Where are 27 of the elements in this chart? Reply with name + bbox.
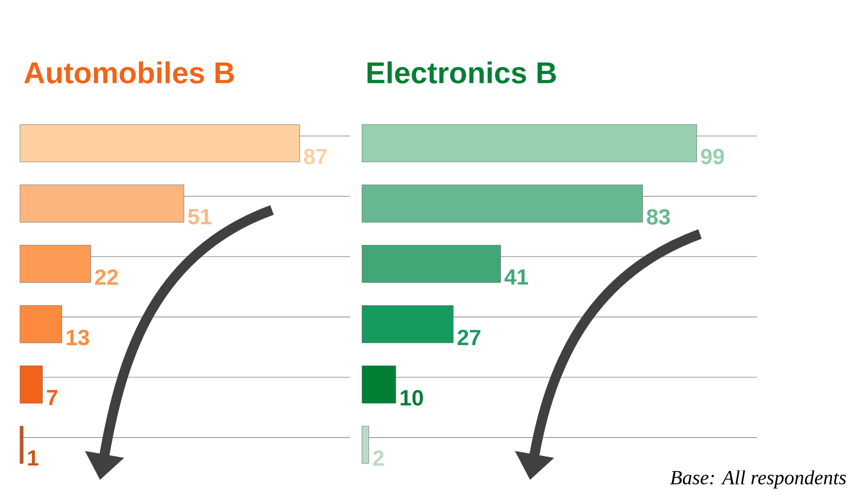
- bar: [20, 366, 43, 404]
- bar: [20, 184, 184, 222]
- bar: [362, 124, 697, 162]
- bar: [20, 244, 91, 283]
- bar: [20, 305, 62, 344]
- bar: [362, 426, 369, 464]
- bar: [362, 184, 643, 222]
- data-label: 27: [458, 330, 480, 346]
- data-label: 22: [95, 269, 118, 285]
- bar: [20, 426, 24, 464]
- data-label: 99: [701, 148, 724, 164]
- bar: [20, 124, 300, 162]
- bar: [362, 366, 396, 404]
- data-label: 2: [373, 450, 384, 466]
- annotation: Base: All respondents: [670, 470, 846, 488]
- bar: [362, 244, 501, 283]
- data-label: 7: [46, 390, 58, 406]
- data-label: 41: [504, 269, 528, 285]
- data-label: 1: [28, 450, 38, 466]
- data-label: 10: [400, 390, 423, 406]
- data-label: 51: [188, 209, 212, 224]
- data-label: 87: [304, 148, 327, 164]
- chart-title: Automobiles B: [24, 61, 234, 84]
- data-label: 83: [646, 209, 670, 225]
- chart-title: Electronics B: [368, 61, 556, 84]
- bar: [362, 305, 454, 344]
- data-label: 13: [66, 330, 90, 346]
